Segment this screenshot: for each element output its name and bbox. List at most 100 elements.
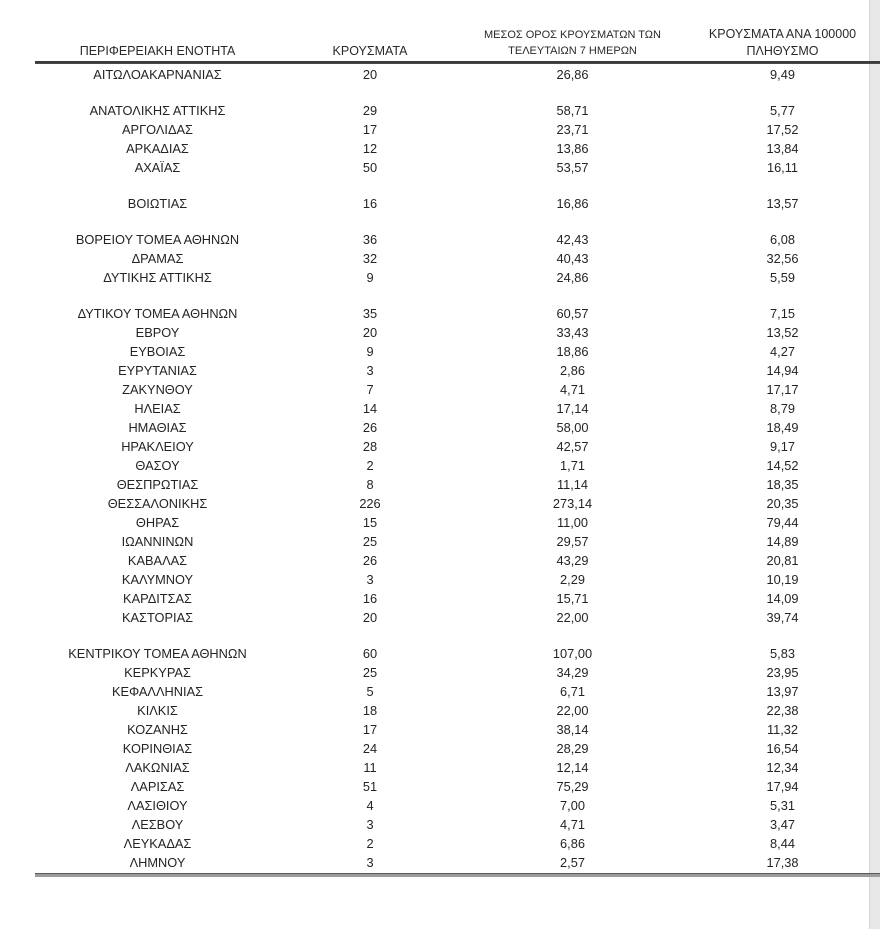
table-row: ΒΟΡΕΙΟΥ ΤΟΜΕΑ ΑΘΗΝΩΝ 36 42,43 6,08: [35, 230, 880, 249]
cases-cell: 20: [362, 325, 378, 340]
per100k-cell: 3,47: [770, 817, 795, 832]
region-cell: ΒΟΙΩΤΙΑΣ: [127, 196, 188, 211]
table-row: ΒΟΙΩΤΙΑΣ 16 16,86 13,57: [35, 194, 880, 213]
table-header-row: ΠΕΡΙΦΕΡΕΙΑΚΗ ΕΝΟΤΗΤΑ ΚΡΟΥΣΜΑΤΑ ΜΕΣΟΣ ΟΡΟ…: [35, 18, 880, 60]
cases-cell: 51: [362, 779, 378, 794]
table-row: ΛΕΣΒΟΥ 3 4,71 3,47: [35, 815, 880, 834]
avg7-cell: 26,86: [556, 67, 589, 82]
column-header-7day-average-line1: ΜΕΣΟΣ ΟΡΟΣ ΚΡΟΥΣΜΑΤΩΝ ΤΩΝ: [484, 29, 661, 41]
cases-cell: 17: [362, 722, 378, 737]
table-row: ΕΥΒΟΙΑΣ 9 18,86 4,27: [35, 342, 880, 361]
per100k-cell: 14,09: [766, 591, 799, 606]
avg7-cell: 18,86: [556, 344, 589, 359]
per100k-cell: 20,81: [766, 553, 799, 568]
table-row: ΚΟΖΑΝΗΣ 17 38,14 11,32: [35, 720, 880, 739]
per100k-cell: 9,17: [770, 439, 795, 454]
table-body: ΑΙΤΩΛΟΑΚΑΡΝΑΝΙΑΣ 20 26,86 9,49 ΑΝΑΤΟΛΙΚΗΣ ΑΤ…: [35, 64, 880, 872]
region-cell: ΘΕΣΣΑΛΟΝΙΚΗΣ: [107, 496, 208, 511]
table-row: ΑΧΑΪΑΣ 50 53,57 16,11: [35, 158, 880, 177]
cases-cell: 3: [366, 363, 374, 378]
per100k-cell: 17,17: [766, 382, 799, 397]
table-row: ΔΡΑΜΑΣ 32 40,43 32,56: [35, 249, 880, 268]
table-row: ΚΕΦΑΛΛΗΝΙΑΣ 5 6,71 13,97: [35, 682, 880, 701]
region-cell: ΛΗΜΝΟΥ: [129, 855, 186, 870]
avg7-cell: 33,43: [556, 325, 589, 340]
cases-cell: 28: [362, 439, 378, 454]
cases-cell: 2: [366, 836, 374, 851]
table-row: ΙΩΑΝΝΙΝΩΝ 25 29,57 14,89: [35, 532, 880, 551]
table-row: ΚΙΛΚΙΣ 18 22,00 22,38: [35, 701, 880, 720]
per100k-cell: 9,49: [770, 67, 795, 82]
per100k-cell: 16,11: [766, 160, 799, 175]
region-cell: ΚΑΒΑΛΑΣ: [127, 553, 188, 568]
avg7-cell: 13,86: [556, 141, 589, 156]
cases-cell: 11: [363, 760, 377, 775]
column-header-cases: ΚΡΟΥΣΜΑΤΑ: [332, 44, 408, 58]
per100k-cell: 13,84: [766, 141, 799, 156]
region-cell: ΙΩΑΝΝΙΝΩΝ: [121, 534, 194, 549]
region-cell: ΚΟΡΙΝΘΙΑΣ: [122, 741, 193, 756]
table-row: ΖΑΚΥΝΘΟΥ 7 4,71 17,17: [35, 380, 880, 399]
per100k-cell: 39,74: [766, 610, 799, 625]
table-row: ΛΑΣΙΘΙΟΥ 4 7,00 5,31: [35, 796, 880, 815]
table-row: ΕΥΡΥΤΑΝΙΑΣ 3 2,86 14,94: [35, 361, 880, 380]
region-cell: ΕΒΡΟΥ: [135, 325, 180, 340]
table-row: ΛΑΡΙΣΑΣ 51 75,29 17,94: [35, 777, 880, 796]
table-row: ΗΡΑΚΛΕΙΟΥ 28 42,57 9,17: [35, 437, 880, 456]
table-row: ΘΕΣΣΑΛΟΝΙΚΗΣ 226 273,14 20,35: [35, 494, 880, 513]
region-cell: ΗΛΕΙΑΣ: [134, 401, 181, 416]
avg7-cell: 2,57: [560, 855, 585, 870]
avg7-cell: 24,86: [556, 270, 589, 285]
per100k-cell: 17,52: [766, 122, 799, 137]
avg7-cell: 38,14: [556, 722, 589, 737]
region-cell: ΔΥΤΙΚΗΣ ΑΤΤΙΚΗΣ: [103, 270, 212, 285]
table-row: ΑΝΑΤΟΛΙΚΗΣ ΑΤΤΙΚΗΣ 29 58,71 5,77: [35, 101, 880, 120]
table-row: ΑΡΚΑΔΙΑΣ 12 13,86 13,84: [35, 139, 880, 158]
cases-cell: 3: [366, 855, 374, 870]
region-cell: ΑΧΑΪΑΣ: [134, 160, 181, 175]
avg7-cell: 4,71: [560, 817, 585, 832]
region-cell: ΘΗΡΑΣ: [135, 515, 180, 530]
per100k-cell: 13,97: [766, 684, 799, 699]
cases-cell: 50: [362, 160, 378, 175]
avg7-cell: 11,00: [556, 515, 589, 530]
avg7-cell: 42,43: [556, 232, 589, 247]
per100k-cell: 12,34: [766, 760, 799, 775]
cases-cell: 35: [362, 306, 378, 321]
column-header-region: ΠΕΡΙΦΕΡΕΙΑΚΗ ΕΝΟΤΗΤΑ: [79, 44, 236, 58]
region-group: ΒΟΙΩΤΙΑΣ 16 16,86 13,57: [35, 194, 880, 213]
cases-cell: 3: [366, 572, 374, 587]
region-cell: ΑΡΚΑΔΙΑΣ: [126, 141, 189, 156]
avg7-cell: 107,00: [552, 646, 593, 661]
table-row: ΑΙΤΩΛΟΑΚΑΡΝΑΝΙΑΣ 20 26,86 9,49: [35, 65, 880, 84]
region-cell: ΚΙΛΚΙΣ: [137, 703, 178, 718]
per100k-cell: 14,52: [766, 458, 799, 473]
cases-cell: 24: [362, 741, 378, 756]
region-cell: ΛΕΥΚΑΔΑΣ: [123, 836, 192, 851]
region-cell: ΑΡΓΟΛΙΔΑΣ: [122, 122, 193, 137]
avg7-cell: 42,57: [556, 439, 589, 454]
per100k-cell: 17,38: [766, 855, 799, 870]
per100k-cell: 10,19: [766, 572, 799, 587]
table-row: ΘΗΡΑΣ 15 11,00 79,44: [35, 513, 880, 532]
avg7-cell: 40,43: [556, 251, 589, 266]
avg7-cell: 22,00: [556, 610, 589, 625]
scrollbar-track[interactable]: [869, 0, 880, 929]
avg7-cell: 53,57: [556, 160, 589, 175]
avg7-cell: 58,00: [556, 420, 589, 435]
cases-cell: 36: [362, 232, 378, 247]
region-cell: ΘΑΣΟΥ: [135, 458, 180, 473]
region-group: ΑΝΑΤΟΛΙΚΗΣ ΑΤΤΙΚΗΣ 29 58,71 5,77 ΑΡΓΟΛΙΔΑΣ 17…: [35, 101, 880, 177]
cases-cell: 9: [366, 270, 374, 285]
per100k-cell: 18,35: [766, 477, 799, 492]
region-cell: ΛΑΡΙΣΑΣ: [130, 779, 185, 794]
avg7-cell: 29,57: [556, 534, 589, 549]
avg7-cell: 6,71: [560, 684, 585, 699]
cases-cell: 12: [362, 141, 378, 156]
cases-cell: 8: [366, 477, 374, 492]
per100k-cell: 5,59: [770, 270, 795, 285]
cases-cell: 18: [362, 703, 378, 718]
table-row: ΚΕΡΚΥΡΑΣ 25 34,29 23,95: [35, 663, 880, 682]
cases-cell: 25: [362, 665, 378, 680]
region-cell: ΑΝΑΤΟΛΙΚΗΣ ΑΤΤΙΚΗΣ: [89, 103, 226, 118]
